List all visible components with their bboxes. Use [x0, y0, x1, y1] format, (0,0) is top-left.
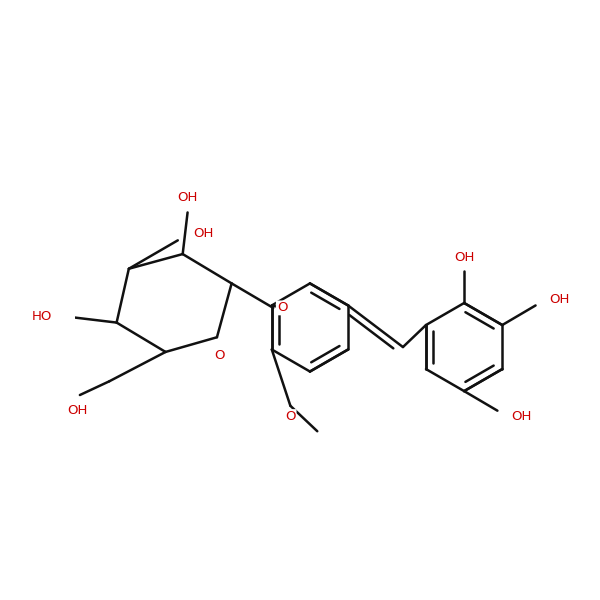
Text: O: O: [277, 301, 287, 314]
Text: OH: OH: [178, 191, 198, 204]
Text: O: O: [214, 349, 224, 362]
Text: OH: OH: [511, 410, 532, 423]
Text: OH: OH: [193, 227, 214, 239]
Text: HO: HO: [32, 310, 52, 323]
Text: OH: OH: [549, 293, 569, 306]
Text: OH: OH: [67, 404, 88, 417]
Text: O: O: [285, 410, 296, 423]
Text: OH: OH: [454, 251, 475, 264]
